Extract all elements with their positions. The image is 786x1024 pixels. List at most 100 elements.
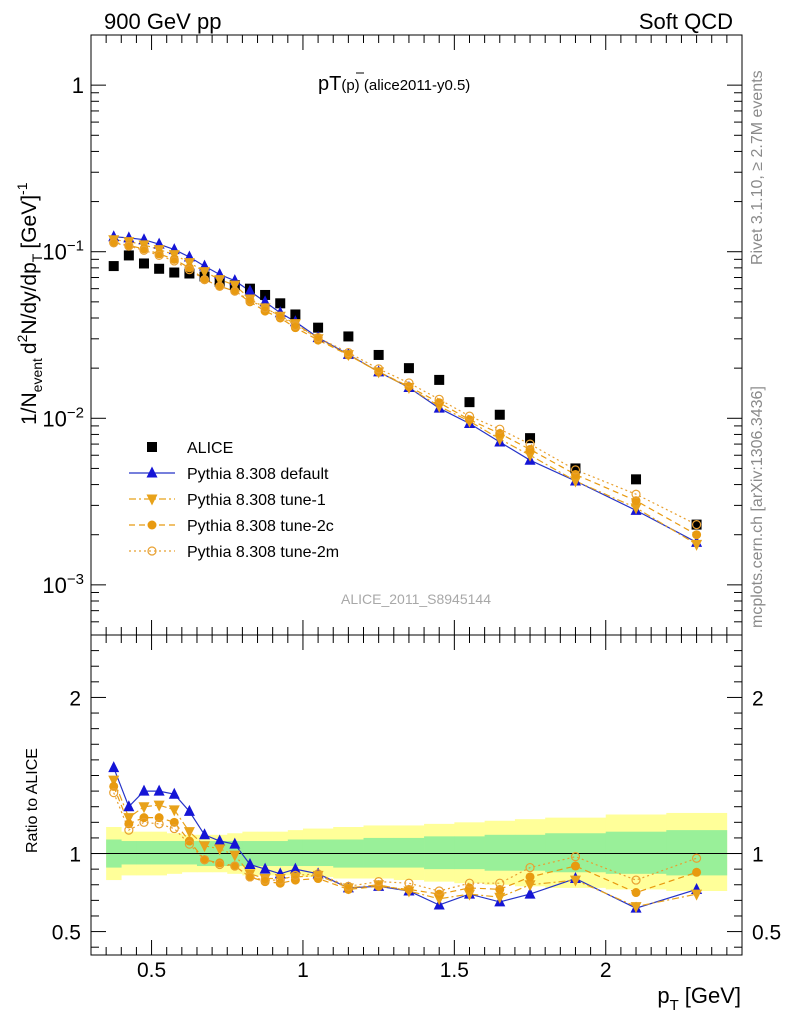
data-point-4 <box>290 321 300 331</box>
legend-marker <box>147 442 157 452</box>
ratio-ytick-label-right: 0.5 <box>752 922 781 945</box>
data-point-3 <box>374 367 384 377</box>
ratio-point-0 <box>289 862 301 874</box>
ratio-point-3 <box>215 859 225 870</box>
ytick-base: 10 <box>42 573 66 598</box>
data-point-4 <box>691 520 702 530</box>
ratio-point-3 <box>495 878 505 888</box>
data-point-3 <box>200 275 210 285</box>
ratio-point-0 <box>183 804 195 816</box>
ratio-point-3 <box>184 839 195 849</box>
legend-marker <box>147 520 157 530</box>
ratio-point-3 <box>290 870 300 880</box>
ytick-exponent: −1 <box>67 238 84 255</box>
ytick-base: 10 <box>42 240 66 265</box>
xtick-label: 0.5 <box>137 959 166 982</box>
uncertainty-band-stat <box>287 839 304 867</box>
ratio-point-1 <box>569 875 581 887</box>
data-point-4 <box>169 256 179 266</box>
data-point-4 <box>495 424 505 434</box>
rivet-label: Rivet 3.1.10, ≥ 2.7M events <box>749 70 766 265</box>
ratio-point-2 <box>631 888 641 898</box>
ylabel-sub-2: T <box>29 253 45 262</box>
uncertainty-band-stat <box>605 831 667 874</box>
spectrum-panel: 110−110−210−3 pT(p) (alice2011-y0.5) ALI… <box>14 34 743 636</box>
ratio-point-3 <box>109 788 119 798</box>
ratio-point-1 <box>229 850 241 862</box>
legend-label: ALICE <box>187 440 233 457</box>
header-right: Soft QCD <box>639 9 733 34</box>
data-point-3 <box>260 306 270 316</box>
xlabel-main: p <box>657 983 669 1008</box>
data-point-0 <box>138 258 149 269</box>
data-point-0 <box>275 298 286 309</box>
uncertainty-band-stat <box>121 841 137 865</box>
ytick-exponent: −2 <box>67 404 84 421</box>
plot-title-particle: (p) <box>341 77 359 94</box>
ratio-point-2 <box>290 875 300 885</box>
data-point-4 <box>631 489 641 499</box>
ratio-point-1 <box>183 827 195 839</box>
ratio-point-0 <box>524 887 536 899</box>
data-point-2 <box>494 434 506 446</box>
data-point-3 <box>290 323 300 333</box>
ylabel-sup-2: -1 <box>14 182 30 195</box>
spectrum-ytick-label: 10−3 <box>42 571 84 598</box>
data-point-4 <box>343 347 353 358</box>
ratio-ytick-label-left: 0.5 <box>52 922 81 945</box>
data-point-3 <box>631 496 641 506</box>
ratio-point-3 <box>245 872 255 882</box>
ratio-point-3 <box>230 861 240 871</box>
legend-marker <box>146 466 158 478</box>
data-point-0 <box>525 433 536 444</box>
data-point-0 <box>343 331 354 342</box>
spectrum-ytick-label: 10−1 <box>42 238 84 265</box>
data-point-0 <box>631 474 642 485</box>
uncertainty-band-stat <box>151 841 167 865</box>
ytick-base: 10 <box>42 406 66 431</box>
data-point-0 <box>313 322 324 333</box>
ytick-exponent: −3 <box>67 571 84 588</box>
ratio-point-3 <box>154 819 164 829</box>
ratio-point-0 <box>214 834 226 846</box>
ratio-point-1 <box>494 892 506 904</box>
data-point-3 <box>313 335 323 345</box>
ratio-point-2 <box>434 889 444 899</box>
data-point-2 <box>229 280 241 292</box>
ylabel-part-3: N/dy/dp <box>18 262 41 334</box>
ratio-point-3 <box>275 875 285 885</box>
ratio-point-3 <box>124 825 134 835</box>
ratio-point-0 <box>168 787 180 799</box>
ylabel-part-1: 1/N <box>18 392 41 425</box>
plot-title: pT(p) (alice2011-y0.5) <box>318 73 470 95</box>
legend-marker <box>147 546 157 556</box>
data-point-3 <box>230 286 240 296</box>
analysis-watermark: ALICE_2011_S8945144 <box>341 591 491 607</box>
xlabel-sub: T <box>670 997 679 1014</box>
data-point-0 <box>494 409 505 420</box>
data-point-2 <box>569 476 581 488</box>
ratio-point-3 <box>525 862 535 873</box>
plot-title-prefix: pT <box>318 73 341 95</box>
ratio-point-1 <box>214 844 226 856</box>
y-axis-label-top: 1/Nevent d2N/dy/dpT [GeV]-1 <box>14 182 45 425</box>
data-point-2 <box>214 275 226 287</box>
ratio-point-0 <box>199 828 211 840</box>
ratio-point-1 <box>123 813 135 825</box>
ratio-point-1 <box>108 775 120 787</box>
ratio-point-0 <box>108 761 120 773</box>
ratio-point-3 <box>691 853 702 863</box>
data-point-0 <box>691 519 702 530</box>
ratio-point-3 <box>199 855 210 865</box>
data-point-0 <box>169 267 180 278</box>
data-point-0 <box>570 463 581 474</box>
ratio-point-3 <box>434 886 444 896</box>
mcplots-label: mcplots.cern.ch [arXiv:1306.3436] <box>749 386 766 628</box>
ratio-point-3 <box>343 881 353 891</box>
data-point-4 <box>245 295 255 306</box>
data-point-4 <box>184 265 195 275</box>
data-point-0 <box>464 397 475 408</box>
legend-label: Pythia 8.308 tune-2c <box>187 518 334 535</box>
ratio-point-2 <box>184 836 194 846</box>
